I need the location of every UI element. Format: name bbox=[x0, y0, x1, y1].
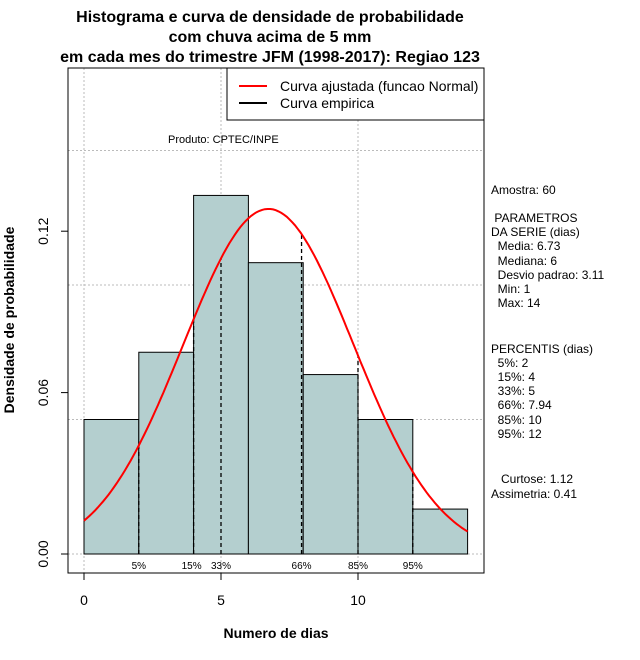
param-max: Max: 14 bbox=[491, 296, 541, 310]
param-mediana: Mediana: 6 bbox=[491, 254, 558, 268]
histogram-bar bbox=[138, 351, 195, 555]
params-title-2: DA SERIE (dias) bbox=[491, 225, 580, 239]
y-tick-label: 0.00 bbox=[35, 540, 51, 567]
chart-title-line2: com chuva acima de 5 mm bbox=[169, 29, 372, 46]
x-tick-label: 0 bbox=[80, 592, 88, 608]
curtose: Curtose: 1.12 bbox=[491, 472, 574, 486]
x-axis-label: Numero de dias bbox=[223, 625, 328, 641]
param-min: Min: 1 bbox=[491, 282, 531, 296]
perc-15: 15%: 4 bbox=[491, 370, 536, 384]
histogram-bar bbox=[247, 262, 304, 555]
perc-5: 5%: 2 bbox=[491, 356, 529, 370]
percentis-title: PERCENTIS (dias) bbox=[491, 342, 594, 356]
chart-title-line3: em cada mes do trimestre JFM (1998-2017)… bbox=[60, 49, 480, 66]
perc-33: 33%: 5 bbox=[491, 384, 536, 398]
percentile-label: 95% bbox=[403, 561, 423, 572]
legend: Curva ajustada (funcao Normal) Curva emp… bbox=[226, 67, 485, 121]
histogram-bar bbox=[83, 419, 140, 555]
legend-label-empirical: Curva empirica bbox=[280, 95, 374, 111]
perc-95: 95%: 12 bbox=[491, 427, 542, 441]
chart-title-line1: Histograma e curva de densidade de proba… bbox=[76, 9, 464, 26]
histogram-bar bbox=[357, 419, 414, 555]
y-tick-label: 0.12 bbox=[35, 217, 51, 244]
y-axis-label: Densidade de probabilidade bbox=[1, 226, 17, 413]
param-desvio: Desvio padrao: 3.11 bbox=[491, 268, 605, 282]
perc-66: 66%: 7.94 bbox=[491, 398, 552, 412]
x-tick-label: 5 bbox=[217, 592, 225, 608]
percentile-label: 85% bbox=[348, 561, 368, 572]
percentile-label: 5% bbox=[132, 561, 147, 572]
histogram-bar bbox=[193, 194, 249, 555]
legend-label-normal: Curva ajustada (funcao Normal) bbox=[280, 78, 478, 94]
perc-85: 85%: 10 bbox=[491, 413, 542, 427]
params-title-1: PARAMETROS bbox=[491, 211, 578, 225]
normal-fit-curve bbox=[83, 208, 469, 533]
percentile-label: 33% bbox=[211, 561, 231, 572]
percentile-label: 66% bbox=[292, 561, 312, 572]
histogram-bar bbox=[302, 374, 359, 555]
y-tick-label: 0.06 bbox=[35, 379, 51, 406]
assimetria: Assimetria: 0.41 bbox=[491, 487, 578, 501]
param-media: Media: 6.73 bbox=[491, 239, 561, 253]
percentile-label: 15% bbox=[182, 561, 202, 572]
product-annotation: Produto: CPTEC/INPE bbox=[168, 134, 279, 146]
x-tick-label: 10 bbox=[350, 592, 366, 608]
sample-size: Amostra: 60 bbox=[491, 183, 556, 197]
histogram-bar bbox=[412, 508, 469, 555]
